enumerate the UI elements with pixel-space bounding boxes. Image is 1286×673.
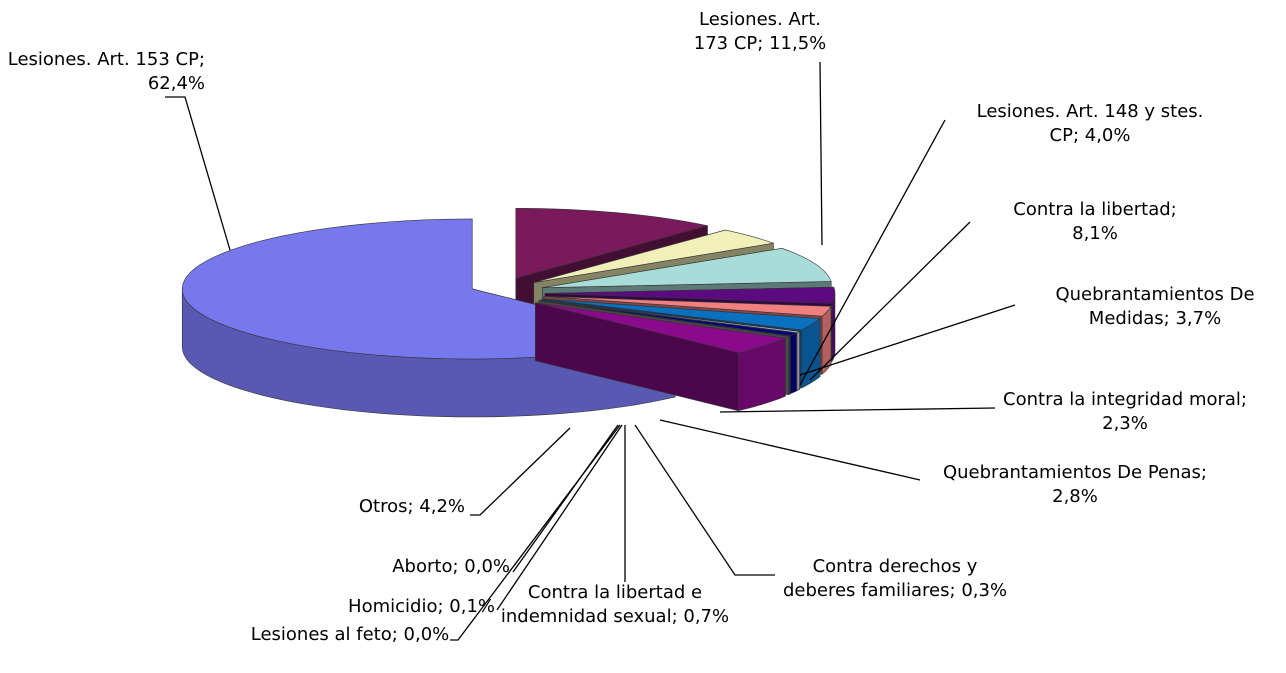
slice	[535, 302, 787, 412]
data-label: Homicidio; 0,1%	[240, 595, 495, 619]
category-label: Homicidio;	[348, 596, 444, 617]
category-label: Contra la libertad;	[1013, 199, 1177, 220]
slice-side	[789, 332, 797, 395]
value-label: 11,5%	[769, 33, 827, 54]
value-label: 4,0%	[1084, 125, 1131, 146]
data-label: Otros; 4,2%	[230, 495, 465, 519]
category-label: Lesiones. Art. 148 y stes. CP;	[976, 101, 1204, 146]
slice-top	[544, 286, 836, 304]
leader-line	[799, 304, 1016, 376]
value-label: 0,3%	[961, 580, 1008, 601]
slice-top	[543, 296, 832, 317]
category-label: Quebrantamientos De Medidas;	[1055, 284, 1255, 329]
category-label: Contra la libertad e indemnidad sexual;	[500, 582, 703, 627]
slice-side	[796, 330, 800, 392]
data-label: Contra la libertad e indemnidad sexual; …	[500, 581, 730, 629]
slice-top	[533, 229, 774, 283]
category-label: Quebrantamientos De Penas;	[942, 462, 1207, 483]
data-label: Lesiones. Art. 173 CP; 11,5%	[680, 8, 840, 56]
slice-top	[540, 299, 801, 333]
data-label: Quebrantamientos De Penas; 2,8%	[940, 461, 1210, 509]
data-label: Contra la integridad moral; 2,3%	[995, 388, 1255, 436]
slice-side	[831, 293, 836, 363]
value-label: 2,3%	[1102, 413, 1148, 434]
leader-line	[165, 96, 231, 251]
leader-line	[512, 424, 619, 573]
value-label: 4,2%	[419, 496, 465, 517]
category-label: Contra derechos y deberes familiares;	[782, 556, 978, 601]
data-label: Lesiones. Art. 153 CP; 62,4%	[5, 48, 205, 96]
data-label: Quebrantamientos De Medidas; 3,7%	[1020, 283, 1286, 331]
value-label: 0,0%	[403, 624, 450, 645]
data-label: Contra derechos y deberes familiares; 0,…	[780, 555, 1010, 603]
value-label: 2,8%	[1052, 486, 1098, 507]
category-label: Aborto;	[392, 556, 459, 577]
category-label: Lesiones. Art. 153 CP;	[7, 49, 205, 70]
value-label: 0,0%	[464, 556, 510, 577]
leader-line	[819, 61, 823, 246]
slice-top	[542, 247, 832, 288]
leader-line	[659, 419, 921, 481]
data-label: Lesiones al feto; 0,0%	[240, 623, 460, 647]
leader-line	[450, 424, 621, 641]
leader-line	[496, 424, 623, 611]
slice-top	[539, 300, 798, 337]
value-label: 0,1%	[449, 596, 495, 617]
leader-line	[719, 407, 996, 413]
leader-line	[634, 424, 775, 576]
data-label: Lesiones. Art. 148 y stes. CP; 4,0%	[975, 100, 1205, 148]
value-label: 0,7%	[683, 606, 730, 627]
slice-top	[515, 207, 708, 279]
category-label: Lesiones al feto;	[250, 624, 398, 645]
slice-top	[535, 302, 787, 354]
leader-line	[470, 427, 571, 516]
category-label: Otros;	[358, 496, 414, 517]
leader-line	[809, 221, 971, 381]
value-label: 8,1%	[1072, 223, 1118, 244]
data-label: Contra la libertad; 8,1%	[990, 198, 1200, 246]
value-label: 3,7%	[1175, 308, 1222, 329]
category-label: Contra la integridad moral;	[1003, 389, 1247, 410]
category-label: Lesiones. Art. 173 CP;	[693, 9, 821, 54]
data-label: Aborto; 0,0%	[270, 555, 510, 579]
slice-top	[541, 298, 821, 331]
leader-line	[799, 119, 946, 386]
value-label: 62,4%	[147, 73, 205, 94]
